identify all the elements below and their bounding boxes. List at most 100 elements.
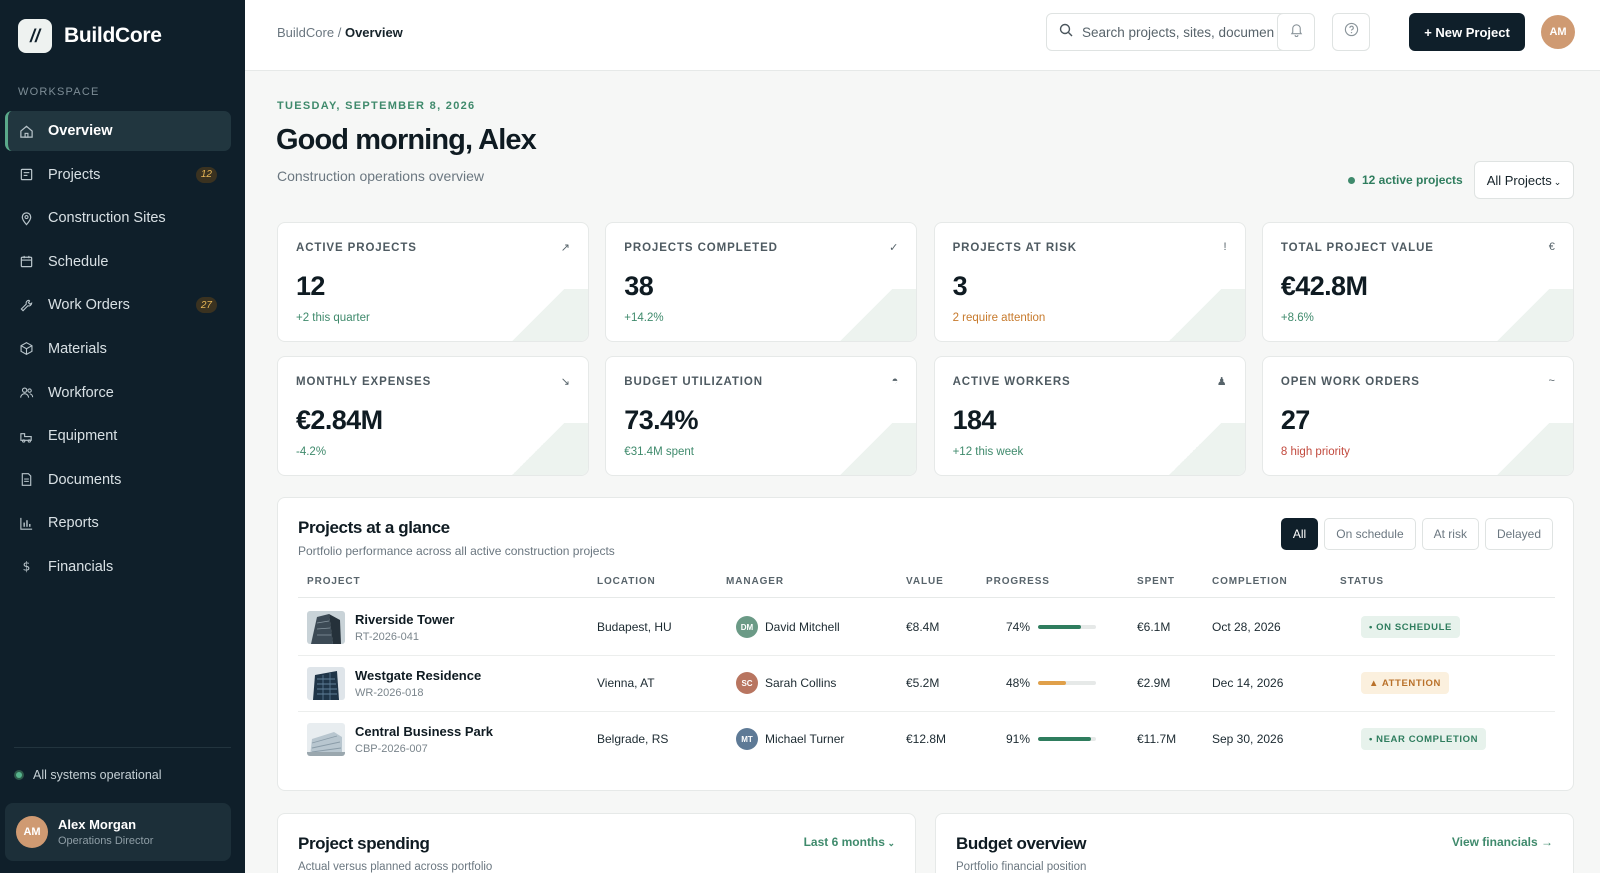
stat-value: 184: [952, 405, 997, 435]
current-date: TUESDAY, SEPTEMBER 8, 2026: [277, 100, 476, 112]
column-header-completion[interactable]: COMPLETION: [1212, 576, 1288, 587]
stat-value: 38: [624, 271, 654, 301]
search-icon: [1059, 23, 1073, 42]
sidebar-item-documents[interactable]: Documents: [5, 460, 231, 500]
active-projects-indicator: 12 active projects: [1348, 173, 1463, 187]
page-title: Good morning, Alex: [276, 124, 537, 156]
stat-card-projects-completed[interactable]: PROJECTS COMPLETED ✓ 38 +14.2%: [605, 222, 918, 342]
sidebar-item-construction-sites[interactable]: Construction Sites: [5, 198, 231, 238]
stat-card-active-workers[interactable]: ACTIVE WORKERS ♟ 184 +12 this week: [933, 356, 1246, 476]
progress-fill: [1038, 737, 1091, 741]
project-spent: €2.9M: [1137, 676, 1171, 690]
column-header-spent[interactable]: SPENT: [1137, 576, 1175, 587]
sidebar: // BuildCore WORKSPACE Overview Projects 1…: [0, 0, 245, 873]
project-code: WR-2026-018: [355, 687, 424, 699]
progress: 91%: [1006, 732, 1097, 746]
filter-all[interactable]: All: [1280, 518, 1319, 550]
brand[interactable]: // BuildCore: [18, 19, 162, 53]
project-thumbnail: [307, 611, 345, 644]
column-header-status[interactable]: STATUS: [1340, 576, 1384, 587]
project-name[interactable]: Westgate Residence: [355, 668, 482, 683]
project-location: Vienna, AT: [597, 676, 655, 690]
document-icon: [18, 472, 34, 488]
project-name[interactable]: Riverside Tower: [355, 612, 455, 627]
column-header-value[interactable]: VALUE: [906, 576, 944, 587]
breadcrumb-root[interactable]: BuildCore: [277, 25, 335, 40]
search-input[interactable]: [1082, 24, 1274, 40]
workspace-label: WORKSPACE: [18, 86, 100, 98]
progress-fill: [1038, 625, 1081, 629]
sidebar-item-financials[interactable]: $ Financials: [5, 547, 231, 587]
stat-card-active-projects[interactable]: ACTIVE PROJECTS ↗ 12 +2 this quarter: [277, 222, 589, 342]
page-subtitle: Construction operations overview: [277, 168, 484, 184]
manager-name: Sarah Collins: [765, 676, 837, 690]
count-badge: 27: [195, 297, 217, 314]
stat-icon: !: [1223, 241, 1227, 253]
stat-card-monthly-expenses[interactable]: MONTHLY EXPENSES ↘ €2.84M -4.2%: [277, 356, 589, 476]
column-header-progress[interactable]: PROGRESS: [986, 576, 1050, 587]
column-header-manager[interactable]: MANAGER: [726, 576, 784, 587]
budget-subtitle: Portfolio financial position: [956, 861, 1087, 873]
user-card[interactable]: AM Alex Morgan Operations Director: [5, 803, 231, 861]
search-box[interactable]: [1046, 13, 1288, 51]
column-header-project[interactable]: PROJECT: [307, 576, 361, 587]
breadcrumb: BuildCore / Overview: [277, 25, 403, 40]
project-filter-select[interactable]: All Projects ⌄: [1474, 161, 1574, 199]
filter-on-schedule[interactable]: On schedule: [1324, 518, 1416, 550]
brand-logo-icon: //: [18, 19, 52, 53]
notifications-button[interactable]: [1277, 13, 1315, 51]
user-name: Alex Morgan: [58, 817, 137, 832]
status-badge: • ON SCHEDULE: [1361, 616, 1460, 638]
progress-label: 91%: [1006, 732, 1031, 746]
card-decoration: [488, 289, 588, 341]
help-button[interactable]: [1332, 13, 1370, 51]
user-role: Operations Director: [58, 835, 154, 847]
cube-icon: [18, 341, 34, 357]
manager-avatar: MT: [736, 728, 758, 750]
breadcrumb-separator: /: [337, 25, 342, 40]
sidebar-item-workforce[interactable]: Workforce: [5, 373, 231, 413]
stat-card-total-project-value[interactable]: TOTAL PROJECT VALUE € €42.8M +8.6%: [1261, 222, 1574, 342]
view-financials-link[interactable]: View financials →: [1451, 835, 1553, 849]
breadcrumb-current: Overview: [344, 25, 403, 40]
column-header-location[interactable]: LOCATION: [597, 576, 656, 587]
stat-card-projects-at-risk[interactable]: PROJECTS AT RISK! 3 2 require attention: [933, 222, 1246, 342]
spending-range-select[interactable]: Last 6 months ⌄: [804, 835, 895, 849]
stat-change: +8.6%: [1280, 312, 1314, 324]
sidebar-item-projects[interactable]: Projects 12: [5, 155, 231, 195]
stat-card-open-work-orders[interactable]: OPEN WORK ORDERS ~27 8 high priority: [1261, 356, 1574, 476]
spending-subtitle: Actual versus planned across portfolio: [298, 861, 493, 873]
table-row[interactable]: Riverside Tower RT-2026-041 Budapest, HU DM…: [298, 599, 1555, 656]
sidebar-item-overview[interactable]: Overview: [5, 111, 231, 151]
sidebar-item-reports[interactable]: Reports: [5, 503, 231, 543]
project-code: RT-2026-041: [355, 631, 420, 643]
card-decoration: [1472, 289, 1573, 341]
sidebar-item-materials[interactable]: Materials: [5, 329, 231, 369]
sidebar-item-work-orders[interactable]: Work Orders 27: [5, 285, 231, 325]
sidebar-item-equipment[interactable]: Equipment: [5, 416, 231, 456]
table-row[interactable]: Westgate Residence WR-2026-018 Vienna, AT S…: [298, 655, 1555, 712]
filter-delayed[interactable]: Delayed: [1484, 518, 1553, 550]
project-value: €5.2M: [906, 676, 940, 690]
progress-label: 74%: [1006, 620, 1031, 634]
card-decoration: [816, 289, 917, 341]
stat-change: +14.2%: [624, 312, 664, 324]
help-icon: [1344, 22, 1359, 42]
stat-change: -4.2%: [296, 446, 327, 458]
filter-at-risk[interactable]: At risk: [1421, 518, 1479, 550]
stat-icon: ◓: [891, 375, 899, 387]
card-decoration: [1472, 423, 1573, 475]
sidebar-item-schedule[interactable]: Schedule: [5, 242, 231, 282]
map-pin-icon: [18, 210, 34, 226]
stat-label: PROJECTS AT RISK: [952, 242, 1077, 254]
table-row[interactable]: Central Business Park CBP-2026-007 Belgrad…: [298, 711, 1555, 768]
project-location: Belgrade, RS: [597, 732, 669, 746]
project-name[interactable]: Central Business Park: [355, 724, 494, 739]
stat-card-budget-utilization[interactable]: BUDGET UTILIZATION ◓ 73.4% €31.4M spent: [605, 356, 918, 476]
sidebar-item-label: Financials: [48, 558, 114, 575]
sidebar-item-label: Work Orders: [48, 297, 130, 314]
new-project-button[interactable]: + New Project: [1409, 13, 1525, 51]
sidebar-item-label: Schedule: [48, 253, 109, 270]
calendar-icon: [18, 254, 34, 270]
avatar[interactable]: AM: [1541, 15, 1575, 49]
